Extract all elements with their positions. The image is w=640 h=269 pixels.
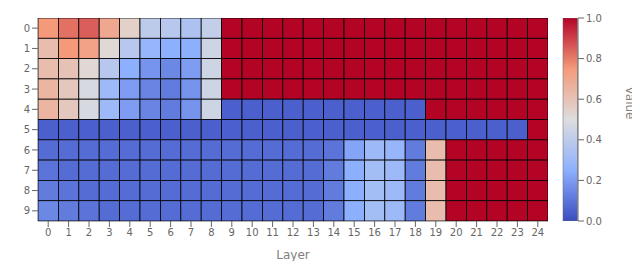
- svg-text:16: 16: [368, 227, 381, 238]
- svg-text:5: 5: [147, 227, 153, 238]
- svg-text:7: 7: [188, 227, 194, 238]
- svg-text:23: 23: [511, 227, 524, 238]
- svg-text:0.6: 0.6: [586, 94, 602, 105]
- svg-text:1: 1: [24, 43, 30, 54]
- svg-text:9: 9: [229, 227, 235, 238]
- svg-text:0.0: 0.0: [586, 216, 602, 227]
- svg-text:21: 21: [470, 227, 483, 238]
- svg-text:0.8: 0.8: [586, 53, 602, 64]
- svg-text:5: 5: [24, 124, 30, 135]
- svg-text:Layer: Layer: [276, 248, 310, 261]
- svg-text:12: 12: [287, 227, 300, 238]
- svg-text:11: 11: [266, 227, 279, 238]
- svg-text:0: 0: [24, 23, 30, 34]
- svg-text:7: 7: [24, 165, 30, 176]
- svg-text:1.0: 1.0: [586, 13, 602, 24]
- svg-text:17: 17: [389, 227, 402, 238]
- svg-text:6: 6: [24, 145, 30, 156]
- svg-text:15: 15: [348, 227, 361, 238]
- svg-text:6: 6: [167, 227, 173, 238]
- svg-text:1: 1: [65, 227, 71, 238]
- svg-text:2: 2: [86, 227, 92, 238]
- svg-text:22: 22: [491, 227, 504, 238]
- svg-text:9: 9: [24, 205, 30, 216]
- svg-text:19: 19: [429, 227, 442, 238]
- svg-text:13: 13: [307, 227, 320, 238]
- svg-text:0.4: 0.4: [586, 134, 602, 145]
- svg-text:24: 24: [531, 227, 544, 238]
- svg-text:3: 3: [106, 227, 112, 238]
- svg-text:4: 4: [24, 104, 30, 115]
- svg-text:4: 4: [127, 227, 133, 238]
- svg-text:8: 8: [24, 185, 30, 196]
- svg-text:3: 3: [24, 84, 30, 95]
- svg-text:18: 18: [409, 227, 422, 238]
- svg-text:0.2: 0.2: [586, 175, 602, 186]
- svg-text:8: 8: [208, 227, 214, 238]
- svg-text:0: 0: [45, 227, 51, 238]
- svg-text:Value: Value: [623, 87, 632, 120]
- svg-text:20: 20: [450, 227, 463, 238]
- svg-text:2: 2: [24, 63, 30, 74]
- svg-text:10: 10: [246, 227, 259, 238]
- svg-text:14: 14: [327, 227, 340, 238]
